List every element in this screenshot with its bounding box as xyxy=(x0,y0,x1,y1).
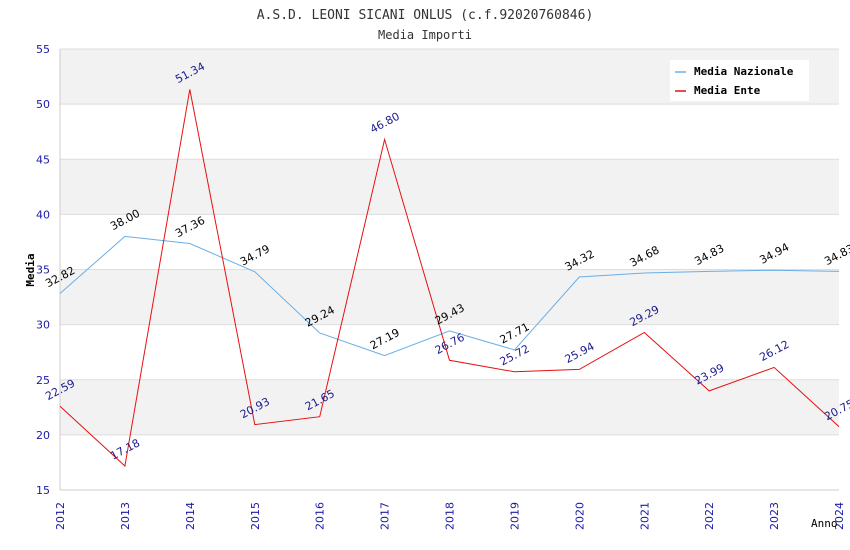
axes xyxy=(59,49,839,491)
legend: Media Nazionale Media Ente xyxy=(670,60,809,101)
x-tick-label-2017: 2017 xyxy=(379,502,392,530)
x-tick-labels: 2012 2013 2014 2015 2016 2017 2018 2019 2020 2021… xyxy=(54,502,846,530)
band-45-50 xyxy=(60,104,839,160)
y-tick-labels: 15 20 25 30 35 40 45 50 55 xyxy=(36,43,50,497)
y-tick-label-35: 35 xyxy=(36,264,50,277)
chart-title: A.S.D. LEONI SICANI ONLUS (c.f.920207608… xyxy=(257,8,594,23)
y-tick-label-20: 20 xyxy=(36,429,50,442)
x-tick-label-2021: 2021 xyxy=(638,502,651,530)
band-35-40 xyxy=(60,214,839,270)
legend-label-media-ente: Media Ente xyxy=(694,84,761,97)
plot-background-bands xyxy=(60,49,839,490)
x-tick-label-2013: 2013 xyxy=(119,502,132,530)
chart-subtitle: Media Importi xyxy=(378,28,472,42)
y-tick-label-15: 15 xyxy=(36,484,50,497)
x-tick-label-2015: 2015 xyxy=(249,502,262,530)
y-tick-label-50: 50 xyxy=(36,98,50,111)
x-tick-label-2024: 2024 xyxy=(833,502,846,530)
band-25-30 xyxy=(60,324,839,380)
legend-box xyxy=(670,60,809,101)
x-tick-label-2023: 2023 xyxy=(768,502,781,530)
x-tick-label-2022: 2022 xyxy=(703,502,716,530)
x-tick-label-2012: 2012 xyxy=(54,502,67,530)
x-axis-label: Anno xyxy=(811,517,838,530)
x-tick-label-2019: 2019 xyxy=(508,502,521,530)
series-line-media-nazionale xyxy=(59,235,840,357)
band-15-20 xyxy=(60,434,839,490)
x-tick-label-2020: 2020 xyxy=(573,502,586,530)
x-tick-label-2018: 2018 xyxy=(444,502,457,530)
series-lines xyxy=(59,89,840,467)
legend-label-media-nazionale: Media Nazionale xyxy=(694,65,794,78)
y-tick-label-55: 55 xyxy=(36,43,50,56)
x-tick-label-2016: 2016 xyxy=(314,502,327,530)
band-30-35 xyxy=(60,269,839,325)
series-line-media-ente xyxy=(59,89,840,467)
y-tick-label-45: 45 xyxy=(36,153,50,166)
y-tick-label-25: 25 xyxy=(36,374,50,387)
x-tick-label-2014: 2014 xyxy=(184,502,197,530)
y-tick-label-30: 30 xyxy=(36,319,50,332)
y-tick-label-40: 40 xyxy=(36,208,50,221)
band-20-25 xyxy=(60,379,839,435)
band-40-45 xyxy=(60,159,839,215)
y-axis-label: Media xyxy=(24,253,37,286)
